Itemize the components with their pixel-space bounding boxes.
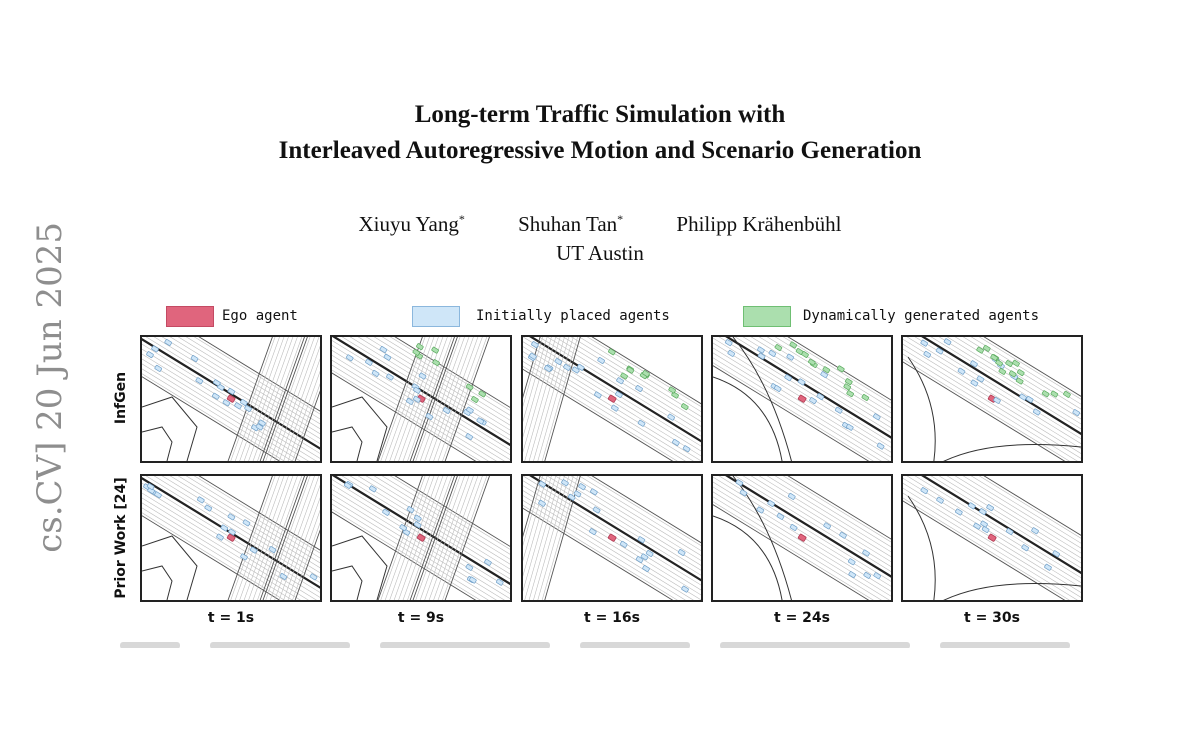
map-panel <box>330 474 512 602</box>
map-canvas <box>332 476 510 600</box>
map-panel <box>711 335 893 463</box>
map-canvas <box>523 337 701 461</box>
ego-agent <box>226 394 236 403</box>
ego-agent <box>226 533 236 542</box>
legend-swatch-initial <box>412 306 460 327</box>
map-panel <box>140 335 322 463</box>
time-label: t = 1s <box>207 610 255 626</box>
map-canvas <box>903 476 1081 600</box>
time-label: t = 9s <box>397 610 445 626</box>
author-list: Xiuyu Yang* Shuhan Tan* Philipp Krähenbü… <box>0 212 1200 237</box>
author-name: Shuhan Tan <box>518 212 618 236</box>
author: Shuhan Tan* <box>518 212 623 237</box>
title-line-2: Interleaved Autoregressive Motion and Sc… <box>278 137 922 164</box>
legend-label-generated: Dynamically generated agents <box>803 308 1040 324</box>
ego-agent <box>416 533 426 542</box>
ego-agent <box>797 394 807 403</box>
map-canvas <box>903 337 1081 461</box>
legend-label-ego: Ego agent <box>222 308 298 324</box>
title-line-1: Long-term Traffic Simulation with <box>414 101 786 128</box>
time-label: t = 16s <box>584 610 640 626</box>
author: Philipp Krähenbühl <box>676 212 841 237</box>
arxiv-stamp: cs.CV] 20 Jun 2025 <box>30 222 70 553</box>
ego-agent <box>607 394 617 403</box>
map-panel <box>901 474 1083 602</box>
map-panel <box>521 474 703 602</box>
map-panel <box>330 335 512 463</box>
map-canvas <box>713 337 891 461</box>
author-mark: * <box>458 212 465 226</box>
map-panel <box>521 335 703 463</box>
author-name: Philipp Krähenbühl <box>676 212 842 236</box>
row-label-prior-work: Prior Work [24] <box>113 477 129 599</box>
map-panel <box>140 474 322 602</box>
map-panel <box>901 335 1083 463</box>
ego-agent <box>987 533 997 542</box>
map-canvas <box>523 476 701 600</box>
ego-agent <box>797 533 807 542</box>
map-canvas <box>332 337 510 461</box>
author-name: Xiuyu Yang <box>358 212 459 236</box>
time-label: t = 24s <box>774 610 830 626</box>
affiliation: UT Austin <box>556 241 644 265</box>
ego-agent <box>607 533 617 542</box>
time-label: t = 30s <box>964 610 1020 626</box>
legend-label-initial: Initially placed agents <box>476 308 670 324</box>
author-mark: * <box>617 212 624 226</box>
row-label-infgen: InfGen <box>113 371 129 425</box>
legend-swatch-generated <box>743 306 791 327</box>
map-canvas <box>713 476 891 600</box>
map-panel <box>711 474 893 602</box>
author: Xiuyu Yang* <box>359 212 465 237</box>
legend-swatch-ego <box>166 306 214 327</box>
caption-cutoff <box>120 632 1080 648</box>
map-canvas <box>142 337 320 461</box>
map-canvas <box>142 476 320 600</box>
